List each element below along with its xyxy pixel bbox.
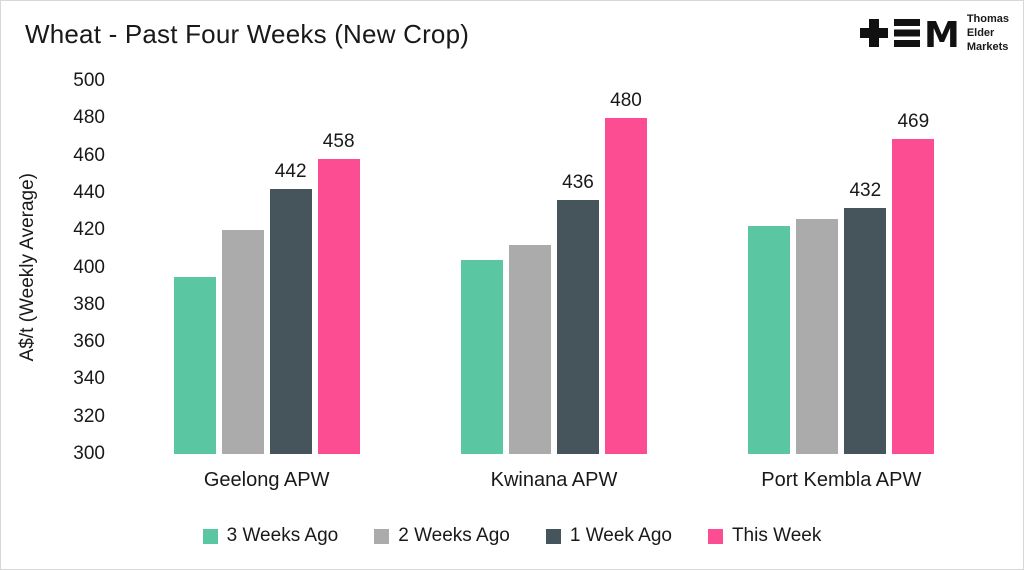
legend-swatch-2-weeks-ago bbox=[374, 528, 390, 544]
bar-value-label-geelong-apw-1-week-ago: 442 bbox=[274, 161, 307, 183]
logo-bar-3 bbox=[893, 40, 920, 47]
bar-group-kwinana-apw: 436 480 bbox=[410, 81, 697, 454]
bar-port-kembla-apw-1-week-ago: 432 bbox=[844, 180, 887, 454]
bar-value-label-kwinana-apw-1-week-ago: 436 bbox=[562, 172, 594, 194]
bar-port-kembla-apw-3-weeks-ago bbox=[748, 226, 791, 454]
legend-swatch-3-weeks-ago bbox=[202, 528, 218, 544]
logo-word-markets: Markets bbox=[966, 41, 1009, 54]
legend-swatch-this-week bbox=[707, 528, 723, 544]
legend-label-1-week-ago: 1 Week Ago bbox=[569, 525, 672, 546]
y-axis-title: A$/t (Weekly Average) bbox=[13, 81, 43, 454]
y-tick-label-500: 500 bbox=[73, 70, 105, 91]
logo-m: M bbox=[924, 15, 960, 55]
bar-value-label-port-kembla-apw-this-week: 469 bbox=[897, 110, 930, 132]
bar-port-kembla-apw-this-week: 469 bbox=[892, 111, 935, 454]
x-axis-labels: Geelong APW Kwinana APW Port Kembla APW bbox=[123, 469, 985, 492]
legend-item-3-weeks-ago: 3 Weeks Ago bbox=[202, 525, 339, 547]
y-axis-title-text: A$/t (Weekly Average) bbox=[17, 173, 38, 362]
legend-item-2-weeks-ago: 2 Weeks Ago bbox=[374, 525, 510, 547]
logo-bar-2 bbox=[893, 29, 920, 37]
logo-word-elder: Elder bbox=[966, 26, 995, 39]
bar-kwinana-apw-1-week-ago: 436 bbox=[556, 172, 599, 454]
y-tick-label-480: 480 bbox=[73, 107, 105, 129]
logo-wordmark: Thomas Elder Markets bbox=[967, 12, 1009, 55]
legend-label-this-week: This Week bbox=[731, 525, 822, 546]
bar-kwinana-apw-2-weeks-ago bbox=[508, 245, 551, 454]
y-tick-label-460: 460 bbox=[73, 144, 105, 166]
y-tick-label-420: 420 bbox=[73, 219, 105, 241]
bar-port-kembla-apw-2-weeks-ago bbox=[796, 219, 839, 454]
y-axis-ticks: 300 320 340 360 380 400 420 440 460 480 500 bbox=[53, 70, 105, 464]
logo-word-thomas: Thomas bbox=[966, 12, 1009, 25]
y-tick-label-300: 300 bbox=[73, 443, 105, 464]
legend-item-this-week: This Week bbox=[707, 525, 822, 547]
bar-value-label-port-kembla-apw-1-week-ago: 432 bbox=[849, 179, 882, 201]
logo-bar-1 bbox=[893, 19, 920, 26]
x-category-label-port-kembla-apw: Port Kembla APW bbox=[761, 469, 922, 491]
bar-group-port-kembla-apw: 432 469 bbox=[698, 81, 985, 454]
y-tick-label-440: 440 bbox=[73, 181, 105, 203]
bar-geelong-apw-this-week: 458 bbox=[317, 131, 360, 454]
y-tick-label-360: 360 bbox=[73, 331, 105, 353]
legend: 3 Weeks Ago 2 Weeks Ago 1 Week Ago This Wee… bbox=[1, 525, 1023, 547]
bar-kwinana-apw-this-week: 480 bbox=[604, 90, 647, 454]
bar-group-geelong-apw: 442 458 bbox=[123, 81, 410, 454]
legend-label-2-weeks-ago: 2 Weeks Ago bbox=[398, 525, 510, 546]
logo-plus-horizontal bbox=[859, 28, 888, 38]
bar-value-label-geelong-apw-this-week: 458 bbox=[322, 131, 355, 153]
bar-geelong-apw-3-weeks-ago bbox=[173, 276, 216, 454]
y-tick-label-320: 320 bbox=[73, 405, 105, 427]
y-tick-label-400: 400 bbox=[73, 256, 105, 278]
bar-geelong-apw-1-week-ago: 442 bbox=[269, 161, 312, 454]
bar-value-label-kwinana-apw-this-week: 480 bbox=[610, 90, 642, 112]
bar-groups: 442 458 436 480 432 469 bbox=[123, 81, 985, 454]
y-tick-label-380: 380 bbox=[73, 293, 105, 315]
x-category-label-kwinana-apw: Kwinana APW bbox=[490, 469, 618, 491]
tem-logo-mark: M bbox=[859, 15, 960, 55]
x-category-label-geelong-apw: Geelong APW bbox=[203, 469, 330, 491]
bar-kwinana-apw-3-weeks-ago bbox=[460, 260, 503, 454]
tem-logo: M Thomas Elder Markets bbox=[859, 11, 1009, 55]
y-tick-label-340: 340 bbox=[73, 368, 105, 390]
legend-label-3-weeks-ago: 3 Weeks Ago bbox=[226, 525, 339, 546]
legend-item-1-week-ago: 1 Week Ago bbox=[545, 525, 672, 547]
bar-geelong-apw-2-weeks-ago bbox=[221, 230, 264, 454]
legend-swatch-1-week-ago bbox=[545, 528, 561, 544]
plot-area: 442 458 436 480 432 469 bbox=[123, 81, 985, 454]
chart-title: Wheat - Past Four Weeks (New Crop) bbox=[25, 19, 470, 49]
